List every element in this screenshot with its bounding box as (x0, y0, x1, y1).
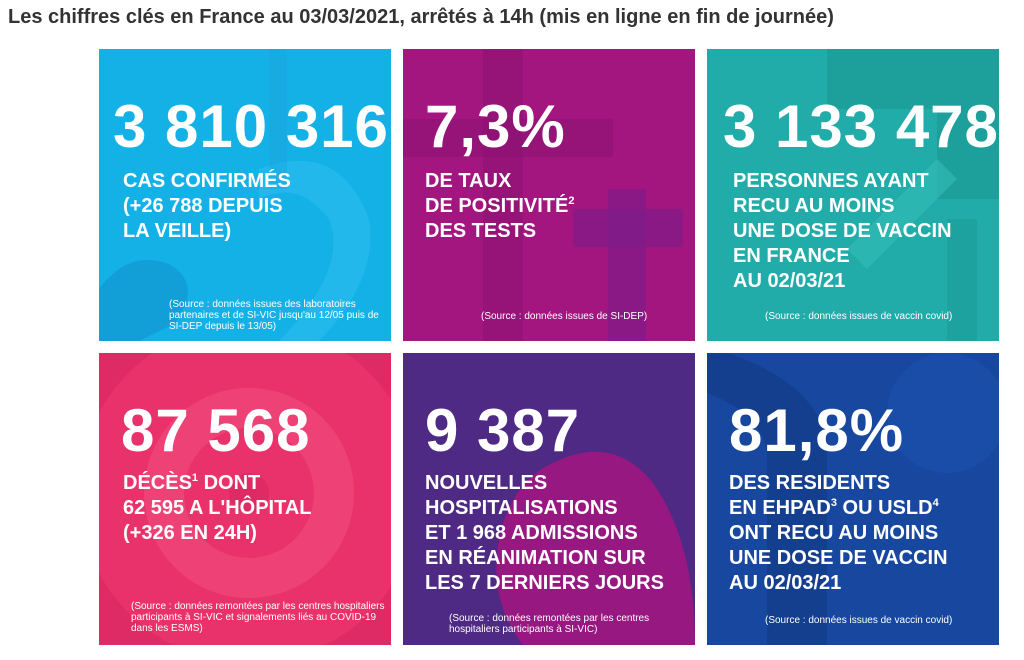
hospitalizations-value: 9 387 (425, 397, 581, 464)
hospitalizations-label-line: HOSPITALISATIONS (425, 497, 618, 519)
tile-background-graphic (99, 49, 371, 341)
deaths-label-line: 62 595 A L'HÔPITAL (123, 497, 312, 519)
vaccinated-people-label-line: PERSONNES AYANT (733, 170, 929, 192)
vaccinated-people-source: (Source : données issues de vaccin covid… (765, 311, 953, 322)
tile-deaths: 87 568 DÉCÈS1 DONT 62 595 A L'HÔPITAL (+… (99, 353, 391, 645)
vaccinated-people-label-line: RECU AU MOINS (733, 195, 895, 217)
ehpad-residents-label-line: UNE DOSE DE VACCIN (729, 547, 948, 569)
hospitalizations-label-line: NOUVELLES (425, 472, 548, 494)
hospitalizations-label-line: EN RÉANIMATION SUR (425, 547, 646, 569)
deaths-source: (Source : données remontées par les cent… (131, 601, 385, 634)
ehpad-residents-label-line: ONT RECU AU MOINS (729, 522, 939, 544)
tile-background-graphic (707, 353, 999, 645)
hospitalizations-source: (Source : données remontées par les cent… (449, 613, 650, 635)
deaths-value: 87 568 (121, 397, 311, 464)
tile-vaccinated-people: 3 133 478 PERSONNES AYANT RECU AU MOINS … (707, 49, 999, 341)
positivity-rate-source: (Source : données issues de SI-DEP) (481, 311, 648, 322)
confirmed-cases-value: 3 810 316 (113, 93, 389, 160)
positivity-rate-label: DE TAUX DE POSITIVITÉ2 DES TESTS (425, 169, 574, 244)
ehpad-residents-label-line: AU 02/03/21 (729, 572, 842, 594)
ehpad-residents-source: (Source : données issues de vaccin covid… (765, 615, 953, 626)
confirmed-cases-label-line: CAS CONFIRMÉS (123, 170, 291, 192)
page-title: Les chiffres clés en France au 03/03/202… (8, 6, 834, 28)
hospitalizations-label: NOUVELLES HOSPITALISATIONS ET 1 968 ADMI… (425, 471, 664, 596)
tile-background-graphic (827, 49, 999, 341)
deaths-label-line: (+326 EN 24H) (123, 522, 257, 544)
tile-ehpad-residents: 81,8% DES RESIDENTS EN EHPAD3 OU USLD4 O… (707, 353, 999, 645)
confirmed-cases-source: (Source : données issues des laboratoire… (169, 299, 379, 332)
vaccinated-people-label-line: EN FRANCE (733, 245, 850, 267)
hospitalizations-label-line: ET 1 968 ADMISSIONS (425, 522, 638, 544)
ehpad-residents-label-line: DES RESIDENTS (729, 472, 891, 494)
positivity-rate-label-line: DE TAUX (425, 170, 512, 192)
hospitalizations-label-line: LES 7 DERNIERS JOURS (425, 572, 664, 594)
vaccinated-people-label: PERSONNES AYANT RECU AU MOINS UNE DOSE D… (733, 169, 952, 294)
tile-confirmed-cases: 3 810 316 CAS CONFIRMÉS (+26 788 DEPUIS … (99, 49, 391, 341)
vaccinated-people-value: 3 133 478 (723, 93, 999, 160)
tile-background-graphic (403, 49, 683, 341)
confirmed-cases-label: CAS CONFIRMÉS (+26 788 DEPUIS LA VEILLE) (123, 169, 291, 244)
positivity-rate-label-line: DES TESTS (425, 220, 537, 242)
confirmed-cases-label-line: (+26 788 DEPUIS (123, 195, 283, 217)
positivity-rate-label-line: DE POSITIVITÉ2 (425, 195, 575, 217)
confirmed-cases-label-line: LA VEILLE) (123, 220, 232, 242)
tile-background-graphic (99, 353, 391, 645)
vaccinated-people-label-line: AU 02/03/21 (733, 270, 846, 292)
ehpad-residents-label: DES RESIDENTS EN EHPAD3 OU USLD4 ONT REC… (729, 471, 948, 596)
positivity-rate-value: 7,3% (425, 93, 566, 160)
deaths-label: DÉCÈS1 DONT 62 595 A L'HÔPITAL (+326 EN … (123, 471, 312, 546)
ehpad-residents-label-line: EN EHPAD3 OU USLD4 (729, 497, 939, 519)
deaths-label-line: DÉCÈS1 DONT (123, 472, 261, 494)
tile-background-graphic (496, 451, 695, 645)
tile-hospitalizations: 9 387 NOUVELLES HOSPITALISATIONS ET 1 96… (403, 353, 695, 645)
ehpad-residents-value: 81,8% (729, 397, 905, 464)
tile-positivity-rate: 7,3% DE TAUX DE POSITIVITÉ2 DES TESTS (S… (403, 49, 695, 341)
vaccinated-people-label-line: UNE DOSE DE VACCIN (733, 220, 952, 242)
